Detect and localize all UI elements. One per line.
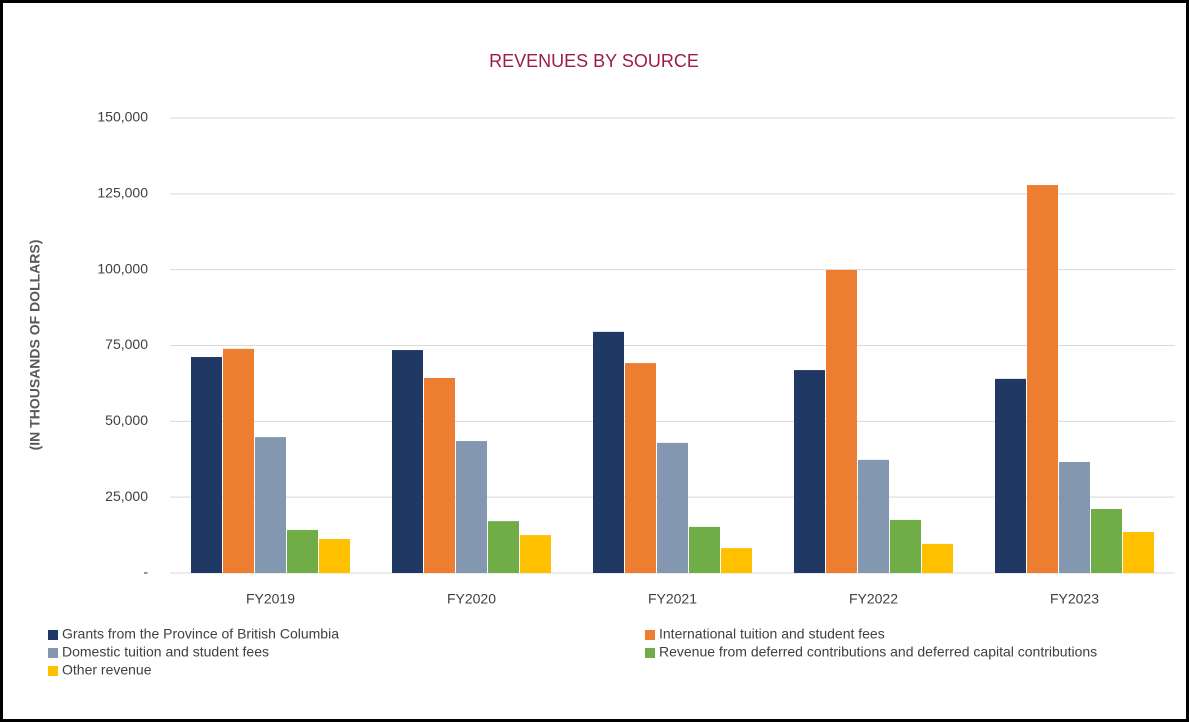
bar xyxy=(890,519,921,573)
bar xyxy=(1123,532,1154,573)
y-axis-label: (IN THOUSANDS OF DOLLARS) xyxy=(27,240,43,451)
bar xyxy=(721,548,752,573)
bar xyxy=(456,441,487,573)
legend-label: Revenue from deferred contributions and … xyxy=(659,644,1097,660)
bar xyxy=(488,521,519,573)
bar xyxy=(826,269,857,573)
x-tick-label: FY2023 xyxy=(1050,591,1099,607)
y-tick-label: 125,000 xyxy=(97,185,148,201)
bar xyxy=(255,437,286,573)
bar xyxy=(424,377,455,573)
y-tick-label: 25,000 xyxy=(105,488,148,504)
bar xyxy=(287,529,318,573)
legend-swatch xyxy=(48,648,58,658)
y-tick-label: 50,000 xyxy=(105,412,148,428)
legend-label: Grants from the Province of British Colu… xyxy=(62,626,339,642)
bar xyxy=(858,459,889,573)
x-tick-label: FY2021 xyxy=(648,591,697,607)
bar xyxy=(995,378,1026,573)
x-tick-label: FY2020 xyxy=(447,591,496,607)
bar xyxy=(1027,185,1058,573)
bar xyxy=(657,442,688,573)
bar xyxy=(625,363,656,573)
x-tick-label: FY2019 xyxy=(246,591,295,607)
y-tick-label: 100,000 xyxy=(97,260,148,276)
bar xyxy=(191,357,222,573)
legend-swatch xyxy=(48,630,58,640)
bar xyxy=(794,370,825,573)
bar xyxy=(319,539,350,573)
bar xyxy=(223,348,254,573)
bar xyxy=(689,526,720,573)
y-tick-label: - xyxy=(143,564,148,580)
y-tick-label: 150,000 xyxy=(97,109,148,125)
legend-label: Other revenue xyxy=(62,662,152,678)
legend-swatch xyxy=(645,630,655,640)
y-tick-label: 75,000 xyxy=(105,336,148,352)
bar xyxy=(593,331,624,573)
legend-label: Domestic tuition and student fees xyxy=(62,644,269,660)
bar xyxy=(1091,508,1122,573)
chart-title: REVENUES BY SOURCE xyxy=(489,51,699,71)
bar xyxy=(922,543,953,573)
bar xyxy=(1059,461,1090,573)
x-tick-label: FY2022 xyxy=(849,591,898,607)
bar xyxy=(520,535,551,573)
bar xyxy=(392,350,423,573)
legend-label: International tuition and student fees xyxy=(659,626,885,642)
legend-swatch xyxy=(645,648,655,658)
legend-swatch xyxy=(48,666,58,676)
